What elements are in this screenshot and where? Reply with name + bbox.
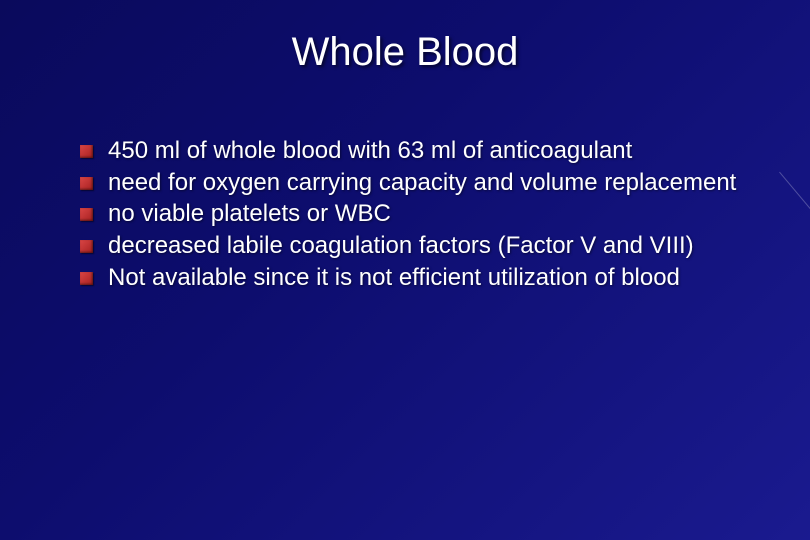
slide-body: 450 ml of whole blood with 63 ml of anti…: [0, 75, 810, 293]
bullet-list: 450 ml of whole blood with 63 ml of anti…: [80, 135, 750, 293]
list-item: no viable platelets or WBC: [80, 198, 750, 230]
slide: Whole Blood 450 ml of whole blood with 6…: [0, 0, 810, 540]
list-item: decreased labile coagulation factors (Fa…: [80, 230, 750, 262]
list-item: Not available since it is not efficient …: [80, 262, 750, 294]
list-item: 450 ml of whole blood with 63 ml of anti…: [80, 135, 750, 167]
list-item: need for oxygen carrying capacity and vo…: [80, 167, 750, 199]
slide-title: Whole Blood: [0, 0, 810, 75]
